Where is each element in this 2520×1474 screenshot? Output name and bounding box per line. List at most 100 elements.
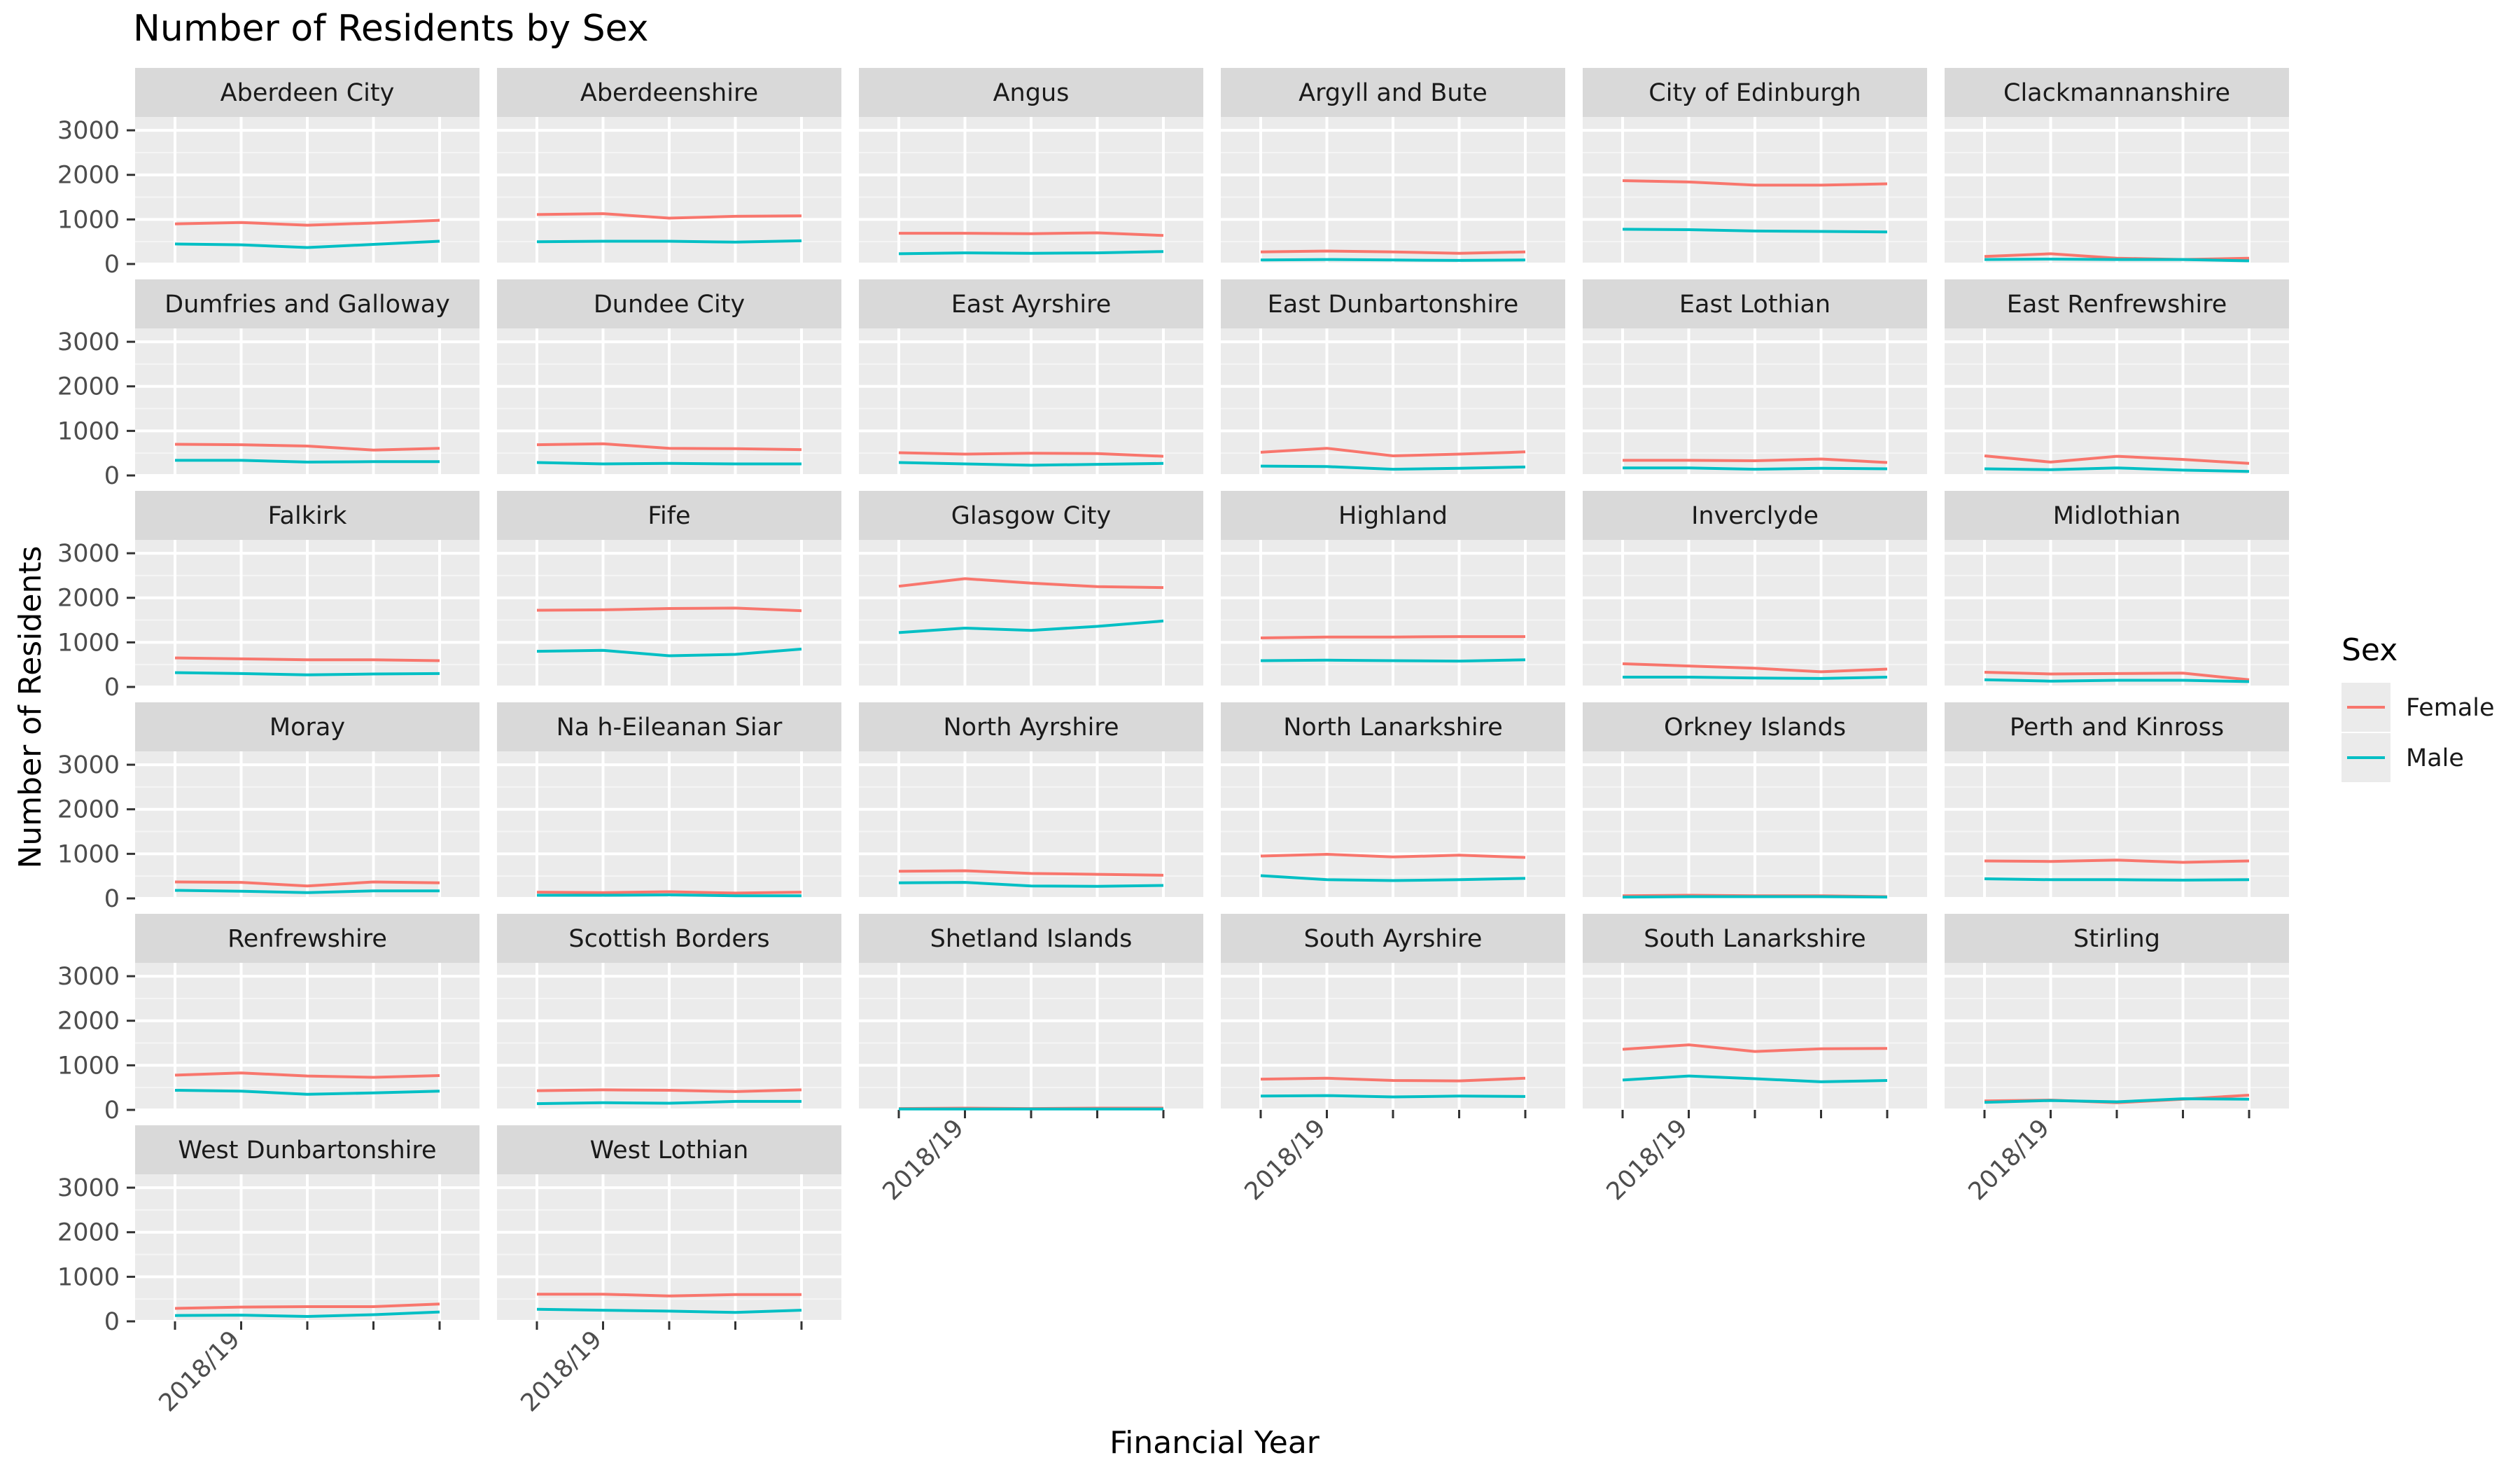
facet-panels: Aberdeen City 0 1000 2000 3000 Aberdeenshire A… bbox=[57, 68, 2289, 1417]
facet-strip bbox=[859, 68, 1203, 117]
facet-strip bbox=[859, 702, 1203, 751]
series-line-female bbox=[1984, 858, 2250, 864]
facet-strip bbox=[859, 914, 1203, 963]
series-line-male bbox=[536, 1099, 802, 1106]
facet-panel: Aberdeen City 0 1000 2000 3000 bbox=[57, 68, 479, 279]
facet-strip bbox=[1583, 279, 1927, 328]
facet-panel: Midlothian bbox=[1945, 491, 2289, 688]
facet-panel: South Lanarkshire 2018/19 bbox=[1583, 914, 1927, 1206]
facet-panel: Aberdeenshire bbox=[497, 68, 841, 265]
series-line-female bbox=[174, 443, 440, 452]
facet-strip-label: Na h-Eileanan Siar bbox=[556, 714, 783, 742]
series-line-female bbox=[174, 1071, 440, 1079]
facet-strip bbox=[497, 491, 841, 540]
facet-strip-label: East Dunbartonshire bbox=[1268, 291, 1519, 319]
series-line-female bbox=[536, 606, 802, 613]
facet-strip bbox=[135, 1125, 479, 1174]
facet-strip bbox=[859, 279, 1203, 328]
series-line-male bbox=[174, 889, 440, 894]
facet-panel: North Lanarkshire bbox=[1221, 702, 1565, 900]
facet-panel: East Lothian bbox=[1583, 279, 1927, 477]
facet-strip-label: Glasgow City bbox=[951, 502, 1112, 530]
y-tick-label: 1000 bbox=[57, 629, 120, 657]
facet-strip bbox=[1583, 914, 1927, 963]
facet-panel: Fife bbox=[497, 491, 841, 688]
facet-strip-label: West Dunbartonshire bbox=[178, 1136, 436, 1164]
y-tick-label: 0 bbox=[104, 1097, 120, 1125]
x-axis-label: Financial Year bbox=[1110, 1425, 1320, 1461]
facet-strip bbox=[1221, 68, 1565, 117]
series-line-female bbox=[536, 442, 802, 452]
facet-panel: Orkney Islands bbox=[1583, 702, 1927, 900]
y-tick-label: 3000 bbox=[57, 540, 120, 568]
series-line-male bbox=[174, 239, 440, 249]
facet-strip bbox=[1945, 491, 2289, 540]
facet-strip-label: Argyll and Bute bbox=[1298, 79, 1488, 107]
x-tick-label: 2018/19 bbox=[1240, 1114, 1331, 1206]
series-line-male bbox=[174, 1089, 440, 1096]
facet-panel: Na h-Eileanan Siar bbox=[497, 702, 841, 900]
facet-panel: West Dunbartonshire 0 1000 2000 3000 2018/19 bbox=[57, 1125, 479, 1417]
legend-label: Female bbox=[2406, 694, 2495, 722]
series-line-male bbox=[898, 619, 1164, 634]
x-tick-label: 2018/19 bbox=[1602, 1114, 1693, 1206]
y-tick-label: 2000 bbox=[57, 796, 120, 824]
series-line-male bbox=[1260, 658, 1526, 663]
y-tick-label: 2000 bbox=[57, 373, 120, 401]
x-tick-label: 2018/19 bbox=[154, 1326, 246, 1417]
facet-panel: Angus bbox=[859, 68, 1203, 265]
facet-panel: Moray 0 1000 2000 3000 bbox=[57, 702, 479, 913]
series-line-male bbox=[175, 459, 440, 464]
facet-panel: Argyll and Bute bbox=[1221, 68, 1565, 265]
series-line-female bbox=[174, 880, 440, 888]
facet-panel: Falkirk 0 1000 2000 3000 bbox=[57, 491, 479, 702]
facet-strip bbox=[1945, 702, 2289, 751]
series-line-female bbox=[1260, 249, 1526, 255]
series-line-female bbox=[536, 1088, 802, 1093]
legend: Sex Female Male bbox=[2342, 632, 2495, 782]
y-tick-label: 0 bbox=[104, 885, 120, 913]
facet-strip-label: Inverclyde bbox=[1691, 502, 1819, 530]
facet-strip-label: Moray bbox=[270, 714, 345, 742]
facet-strip-label: Perth and Kinross bbox=[2010, 714, 2224, 742]
facet-panel: East Ayrshire bbox=[859, 279, 1203, 477]
y-tick-label: 3000 bbox=[57, 328, 120, 356]
y-tick-label: 2000 bbox=[57, 1008, 120, 1036]
facet-panel: Glasgow City bbox=[859, 491, 1203, 688]
facet-strip bbox=[1945, 68, 2289, 117]
facet-panel: Dumfries and Galloway 0 1000 2000 3000 bbox=[57, 279, 479, 490]
y-tick-label: 1000 bbox=[57, 206, 120, 234]
facet-strip bbox=[497, 68, 841, 117]
series-line-male bbox=[1984, 877, 2250, 882]
series-line-male bbox=[1623, 676, 1888, 680]
facet-strip-label: Renfrewshire bbox=[227, 925, 387, 953]
y-tick-label: 3000 bbox=[57, 117, 120, 145]
series-line-male bbox=[174, 1310, 440, 1319]
series-line-male bbox=[1622, 1074, 1888, 1083]
series-line-female bbox=[898, 577, 1164, 590]
series-line-female bbox=[536, 890, 802, 895]
facet-strip-label: Clackmannanshire bbox=[2003, 79, 2230, 107]
y-tick-label: 1000 bbox=[57, 1052, 120, 1080]
series-line-male bbox=[1622, 228, 1888, 234]
series-line-female bbox=[1260, 1076, 1526, 1083]
facet-strip-label: Aberdeen City bbox=[220, 79, 395, 107]
series-line-female bbox=[1622, 662, 1888, 674]
facet-strip-label: Dumfries and Galloway bbox=[164, 291, 450, 319]
facet-strip bbox=[1945, 279, 2289, 328]
facet-strip bbox=[1221, 279, 1565, 328]
facet-strip-label: Dundee City bbox=[594, 291, 745, 319]
series-line-male bbox=[1984, 678, 2250, 683]
series-line-male bbox=[1260, 464, 1526, 471]
series-line-male bbox=[1623, 466, 1888, 471]
series-line-male bbox=[174, 671, 440, 676]
facet-strip-label: East Lothian bbox=[1679, 291, 1830, 319]
y-tick-label: 0 bbox=[104, 1308, 120, 1336]
facet-strip-label: Aberdeenshire bbox=[580, 79, 758, 107]
facet-strip bbox=[135, 279, 479, 328]
series-line-female bbox=[1622, 1043, 1888, 1053]
series-line-female bbox=[898, 869, 1164, 877]
legend-label: Male bbox=[2406, 744, 2464, 772]
facet-strip-label: North Ayrshire bbox=[944, 714, 1119, 742]
y-tick-label: 3000 bbox=[57, 751, 120, 779]
